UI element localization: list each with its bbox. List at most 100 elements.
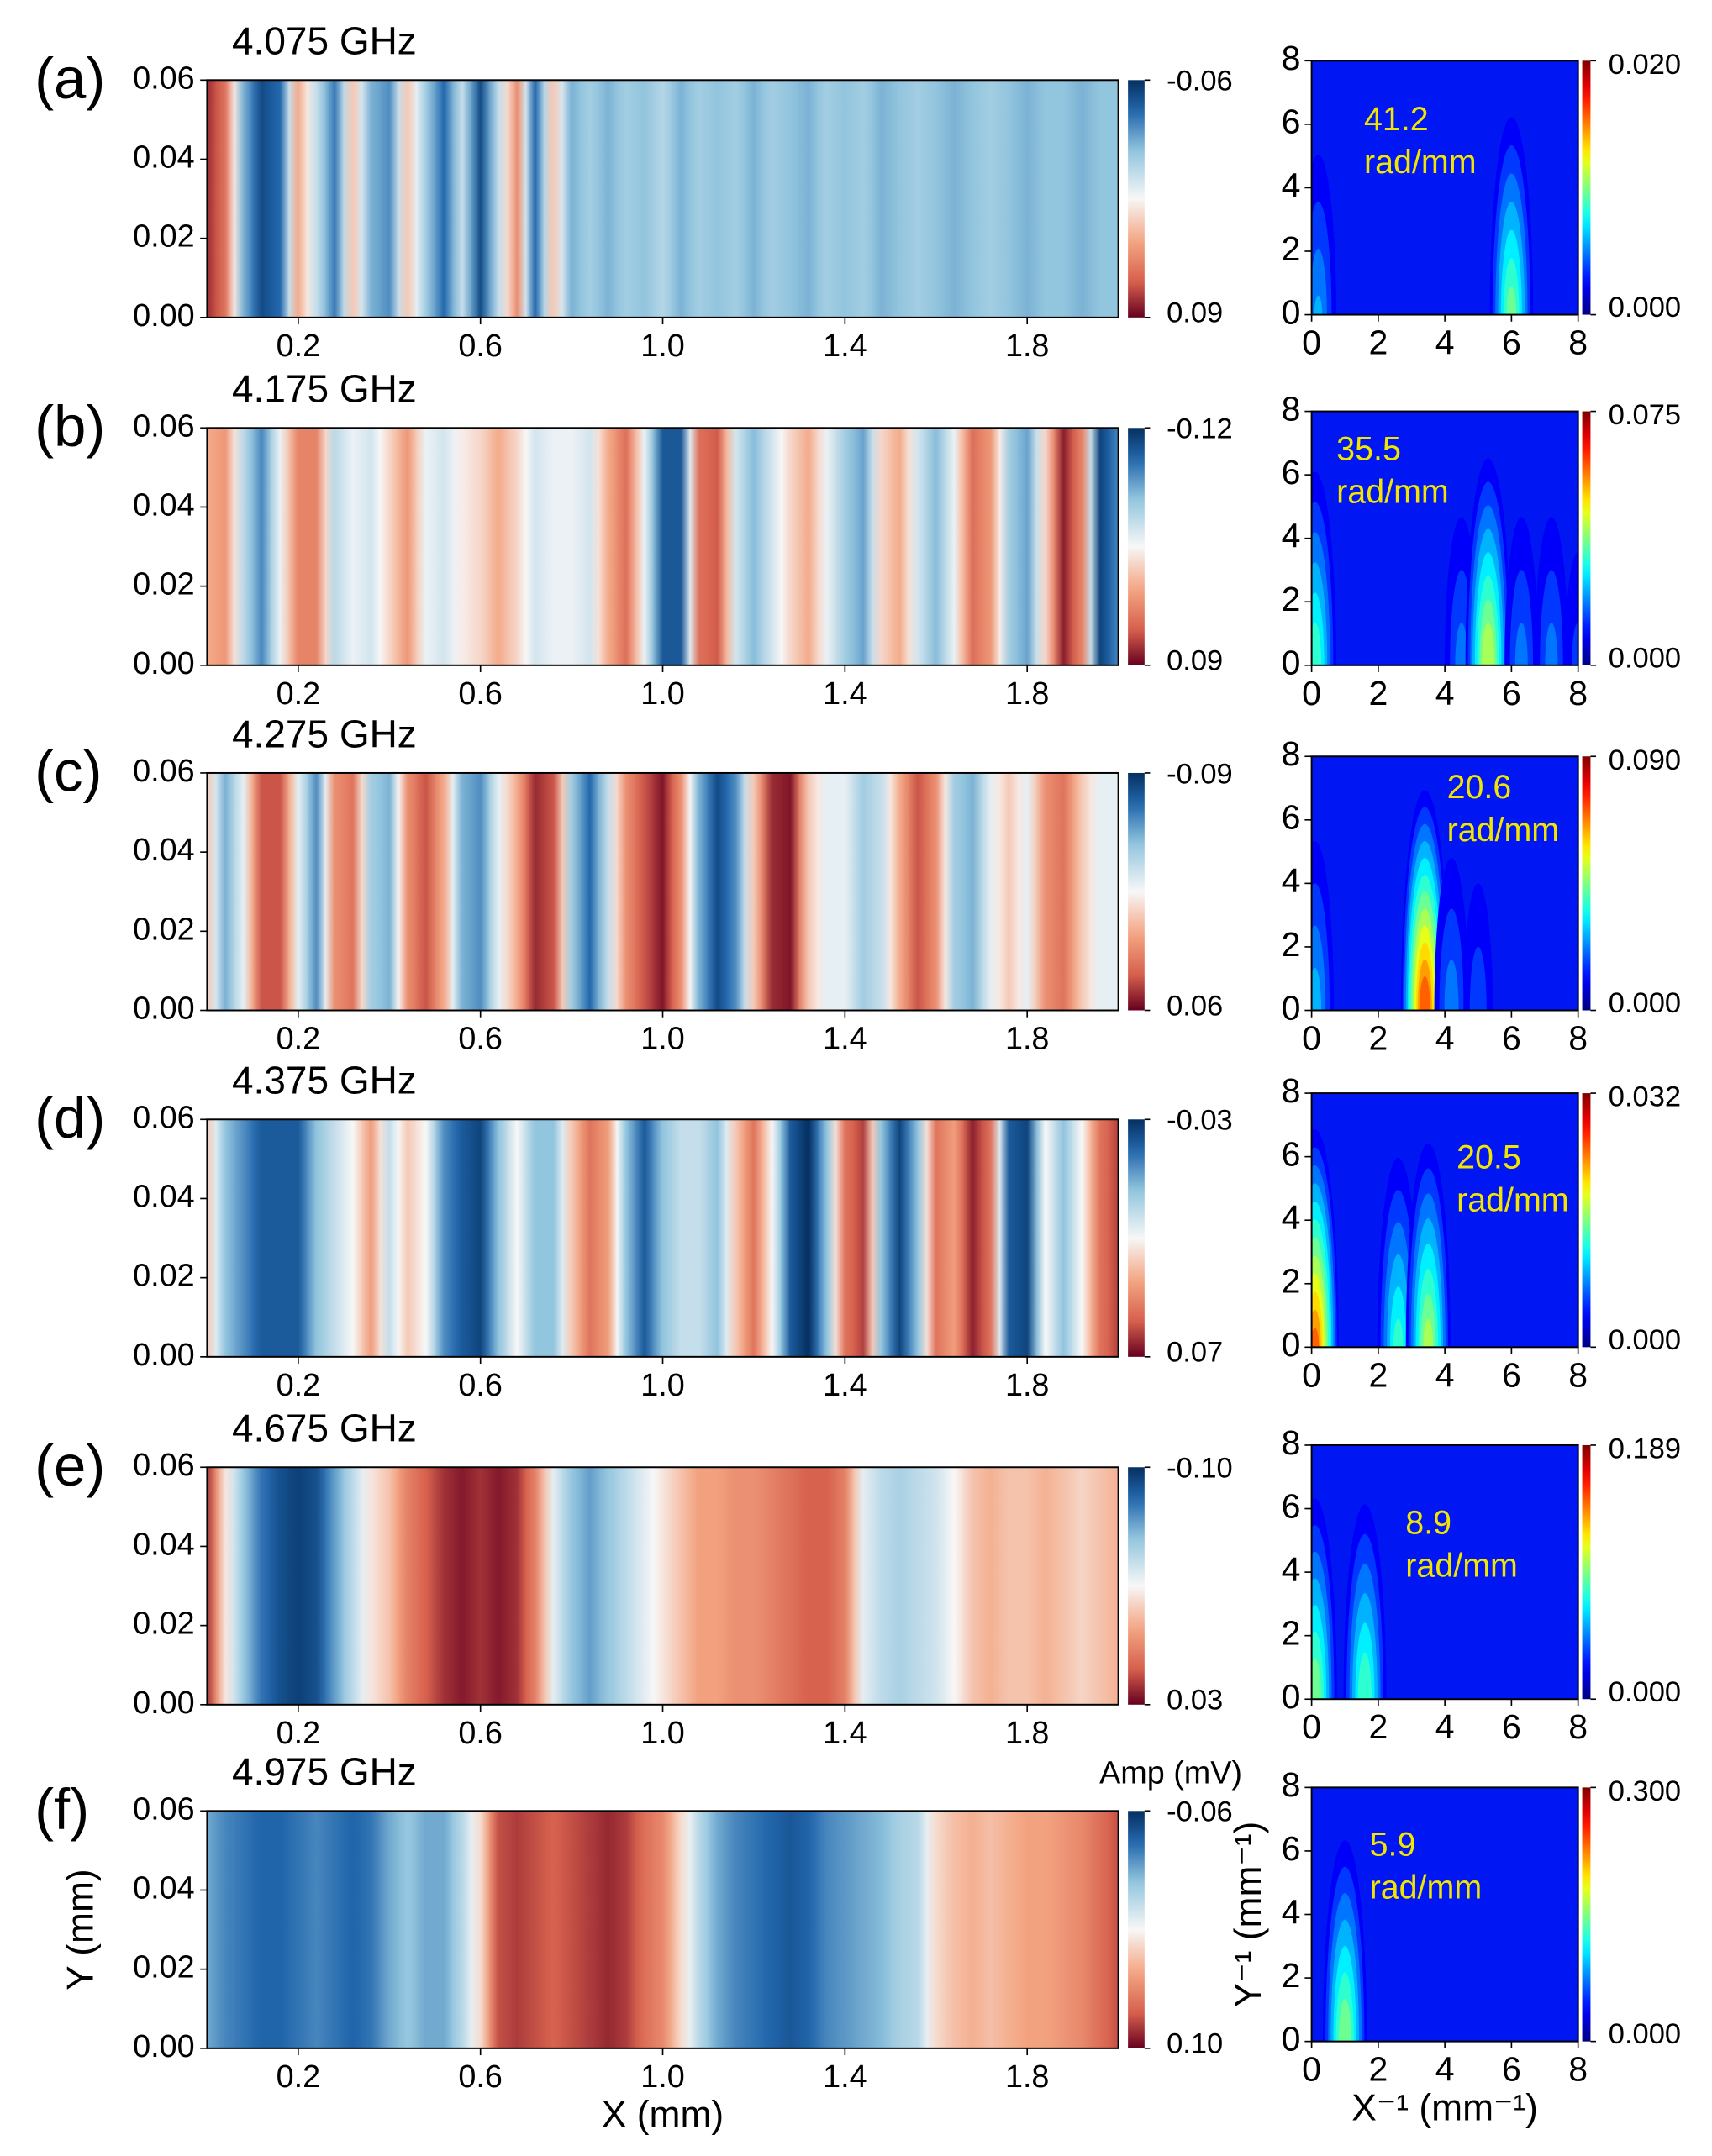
heatmap-cell <box>890 1811 909 2048</box>
heatmap-cell <box>817 1467 837 1705</box>
x-tick-label: 8 <box>1568 2050 1588 2089</box>
heatmap-cell <box>798 1467 819 1705</box>
spectrum-contour <box>1444 959 1459 1011</box>
heatmap-cell <box>999 1811 1019 2048</box>
heatmap-cell <box>853 1811 873 2048</box>
heatmap-cell <box>452 1811 472 2048</box>
y-tick-label: 6 <box>1282 1486 1301 1525</box>
spectrum-contour <box>1423 1318 1434 1348</box>
spectrum-contour <box>1419 975 1430 1011</box>
heatmap-cell <box>1054 1119 1073 1357</box>
heatmap-cell <box>962 772 982 1011</box>
heatmap-cell <box>471 428 491 665</box>
y-tick-label: 0.00 <box>133 2029 195 2064</box>
panel-title: 4.375 GHz <box>232 1059 417 1102</box>
x-tick-label: 0.2 <box>277 1022 321 1057</box>
heatmap-cell <box>708 772 727 1011</box>
heatmap <box>207 1811 1119 2048</box>
panel-title: 4.975 GHz <box>232 1750 417 1794</box>
heatmap-cell <box>561 1811 582 2048</box>
heatmap-cell <box>434 80 454 318</box>
heatmap-cell <box>689 1467 709 1705</box>
heatmap-cell <box>307 80 326 318</box>
heatmap-cell <box>525 80 545 318</box>
heatmap-cell <box>580 80 600 318</box>
y-tick-label: 8 <box>1282 389 1301 428</box>
colorbar-tick-label: 0.03 <box>1167 1685 1223 1717</box>
heatmap-cell <box>398 1119 418 1357</box>
y-tick-label: 0.02 <box>133 567 195 602</box>
heatmap-cell <box>270 1119 290 1357</box>
heatmap-cell <box>908 1467 928 1705</box>
colorbar <box>1582 1787 1591 2042</box>
spectrum-peak <box>1434 858 1469 1011</box>
colorbar-tick-label: 0.000 <box>1609 292 1681 323</box>
y-axis-label: Y⁻¹ (mm⁻¹) <box>1228 1822 1269 2008</box>
spectrum-contour <box>1311 1328 1320 1348</box>
panel-label: (f) <box>34 1777 89 1842</box>
y-tick-label: 2 <box>1282 229 1301 268</box>
spectrum-peak <box>1465 458 1511 665</box>
heatmap-cell <box>361 80 381 318</box>
heatmap-cell <box>945 428 964 665</box>
colorbar <box>1582 756 1591 1011</box>
heatmap-cell <box>744 1119 764 1357</box>
heatmap-cell <box>616 1467 636 1705</box>
heatmap-cell <box>343 1119 363 1357</box>
heatmap-cell <box>544 1467 563 1705</box>
heatmap-cell <box>270 80 290 318</box>
heatmap-cell <box>908 80 928 318</box>
heatmap-cell <box>999 1467 1019 1705</box>
heatmap-cell <box>544 1811 563 2048</box>
colorbar-tick-label: 0.075 <box>1609 399 1681 431</box>
heatmap-cell <box>798 80 819 318</box>
heatmap-cell <box>689 1811 709 2048</box>
peak-annotation: rad/mm <box>1447 812 1560 849</box>
heatmap-cell <box>635 428 655 665</box>
spectrum-contour <box>1545 623 1558 665</box>
heatmap-cell <box>561 428 582 665</box>
heatmap-cell <box>708 1467 727 1705</box>
y-tick-label: 4 <box>1282 1550 1301 1589</box>
heatmap-cell <box>835 80 855 318</box>
heatmap-cell <box>708 80 727 318</box>
heatmap-cell <box>744 80 764 318</box>
panel-title: 4.675 GHz <box>232 1407 417 1450</box>
y-tick-label: 2 <box>1282 925 1301 964</box>
heatmap-cell <box>653 1811 672 2048</box>
panel-label: (b) <box>34 394 105 459</box>
heatmap-cell <box>671 80 691 318</box>
heatmap-cell <box>762 772 782 1011</box>
heatmap-cell <box>1109 772 1119 1011</box>
heatmap-cell <box>252 772 271 1011</box>
colorbar-tick-label: 0.032 <box>1609 1081 1681 1113</box>
heatmap-cell <box>598 1467 618 1705</box>
heatmap-cell <box>1090 1811 1110 2048</box>
heatmap-cell <box>999 1119 1019 1357</box>
heatmap-cell <box>489 428 508 665</box>
y-tick-label: 6 <box>1282 1134 1301 1173</box>
y-tick-label: 0.02 <box>133 1606 195 1642</box>
heatmap-cell <box>471 1119 491 1357</box>
x-tick-label: 6 <box>1502 674 1521 713</box>
y-tick-label: 0.02 <box>133 912 195 947</box>
x-tick-label: 2 <box>1368 674 1388 713</box>
heatmap-cell <box>379 772 399 1011</box>
spectrum-contour <box>1357 1652 1372 1700</box>
x-tick-label: 6 <box>1502 1355 1521 1394</box>
heatmap-cell <box>744 1811 764 2048</box>
x-tick-label: 6 <box>1502 1018 1521 1057</box>
spectrum-peak <box>1311 1129 1339 1348</box>
heatmap-cell <box>780 1467 800 1705</box>
heatmap-cell <box>1072 772 1092 1011</box>
heatmap-cell <box>561 1467 582 1705</box>
heatmap-cell <box>207 1467 217 1705</box>
colorbar <box>1128 1811 1145 2048</box>
heatmap-cell <box>1109 1467 1119 1705</box>
x-tick-label: 0.2 <box>277 2059 321 2095</box>
heatmap-cell <box>489 80 508 318</box>
heatmap-cell <box>635 1811 655 2048</box>
colorbar <box>1582 411 1591 665</box>
x-tick-label: 1.0 <box>640 2059 685 2095</box>
